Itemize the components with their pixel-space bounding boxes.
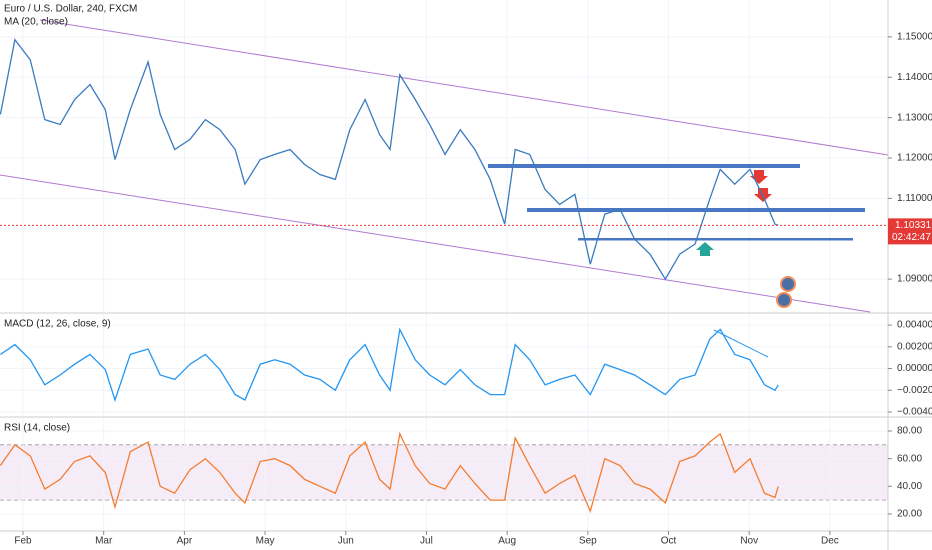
x-tick-label: Nov bbox=[740, 536, 758, 547]
y-tick-label: 1.11000 bbox=[897, 193, 932, 204]
series-line bbox=[0, 327, 779, 403]
countdown-label: 02:42:47 bbox=[892, 232, 931, 243]
y-tick-label: 1.09000 bbox=[897, 274, 932, 285]
mid-level bbox=[527, 208, 865, 212]
x-tick-label: Jun bbox=[338, 536, 354, 547]
y-tick-label: 40.00 bbox=[897, 481, 922, 492]
x-tick-label: Feb bbox=[14, 536, 32, 547]
y-tick-label: 20.00 bbox=[897, 509, 922, 520]
data-layer bbox=[0, 38, 888, 514]
channel-upper bbox=[39, 19, 889, 156]
y-tick-label: 1.12000 bbox=[897, 153, 932, 164]
series-line bbox=[0, 38, 779, 281]
sell-arrow bbox=[750, 170, 768, 184]
indicator-title: MA (20, close) bbox=[4, 17, 68, 28]
rsi-band bbox=[0, 444, 888, 501]
y-tick-label: −0.00400 bbox=[897, 407, 932, 418]
indicator-title: RSI (14, close) bbox=[4, 423, 70, 434]
last-price-tag bbox=[888, 218, 932, 245]
y-tick-label: 1.15000 bbox=[897, 32, 932, 43]
last-price-label: 1.10331 bbox=[895, 220, 932, 231]
y-tick-label: 1.14000 bbox=[897, 72, 932, 83]
resistance-level bbox=[488, 164, 800, 168]
channel-lower bbox=[0, 174, 871, 313]
buy-arrow bbox=[696, 242, 714, 256]
indicator-title: MACD (12, 26, close, 9) bbox=[4, 319, 111, 330]
chart-title: Euro / U.S. Dollar, 240, FXCM bbox=[4, 4, 137, 15]
series-line bbox=[0, 431, 779, 514]
x-tick-label: Sep bbox=[579, 536, 597, 547]
x-tick-label: Dec bbox=[821, 536, 839, 547]
event-icon bbox=[780, 276, 796, 292]
x-tick-label: May bbox=[256, 536, 275, 547]
event-icon bbox=[776, 292, 792, 308]
y-tick-label: 0.00400 bbox=[897, 320, 932, 331]
y-tick-label: 0.00000 bbox=[897, 363, 932, 374]
x-tick-label: Aug bbox=[498, 536, 516, 547]
x-tick-label: Mar bbox=[95, 536, 113, 547]
y-tick-label: 80.00 bbox=[897, 426, 922, 437]
divergence-line bbox=[713, 329, 769, 358]
y-tick-label: 1.13000 bbox=[897, 112, 932, 123]
x-tick-label: Apr bbox=[177, 536, 193, 547]
y-tick-label: −0.00200 bbox=[897, 385, 932, 396]
y-tick-label: 0.00200 bbox=[897, 341, 932, 352]
y-tick-label: 60.00 bbox=[897, 453, 922, 464]
label-layer: 1.15000 1.14000 1.13000 1.12000 1.11000 1.090… bbox=[14, 32, 932, 547]
x-tick-label: Oct bbox=[661, 536, 677, 547]
support-level bbox=[578, 238, 853, 241]
x-tick-label: Jul bbox=[420, 536, 433, 547]
